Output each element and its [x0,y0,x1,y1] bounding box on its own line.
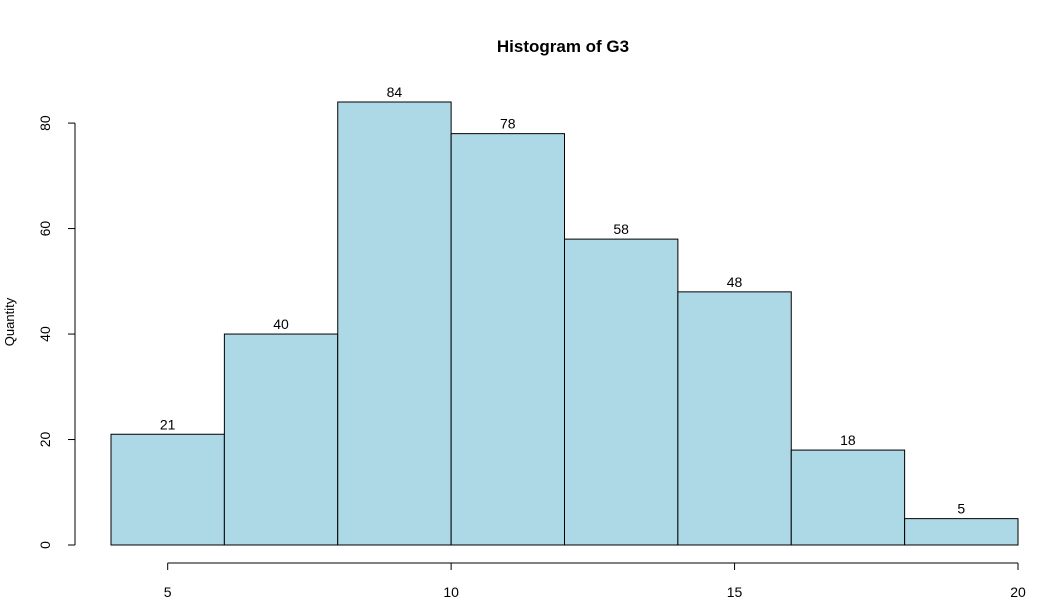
bar-label-0: 21 [160,416,176,432]
bar-labels-group: 21 40 84 78 58 48 18 5 [160,84,966,517]
bar-label-3: 78 [500,116,516,132]
bar-6 [790,449,906,546]
bar-0 [110,433,225,546]
x-tick-label-3: 20 [1010,584,1026,600]
y-tick-label-0: 0 [37,541,53,549]
bar-2 [337,101,452,546]
bar-label-6: 18 [840,432,856,448]
bar-label-1: 40 [273,316,289,332]
y-tick-label-3: 60 [37,221,53,237]
x-tick-label-1: 10 [443,584,459,600]
bar-label-5: 48 [727,274,743,290]
bar-label-7: 5 [957,501,965,517]
bar-label-2: 84 [387,84,403,100]
bars-group [110,101,1019,546]
chart-title: Histogram of G3 [497,37,629,56]
y-axis: 0 20 40 60 80 [37,115,76,549]
x-tick-label-2: 15 [727,584,743,600]
bar-1 [223,333,339,546]
y-axis-label: Quantity [2,297,17,346]
x-tick-label-0: 5 [164,584,172,600]
x-axis: 5 10 15 20 [164,562,1026,600]
bar-3 [450,133,565,546]
y-tick-label-1: 20 [37,432,53,448]
bar-7 [904,518,1019,546]
y-tick-label-2: 40 [37,326,53,342]
bar-label-4: 58 [613,221,629,237]
bar-5 [677,291,792,546]
y-tick-label-4: 80 [37,115,53,131]
bar-4 [564,238,679,546]
